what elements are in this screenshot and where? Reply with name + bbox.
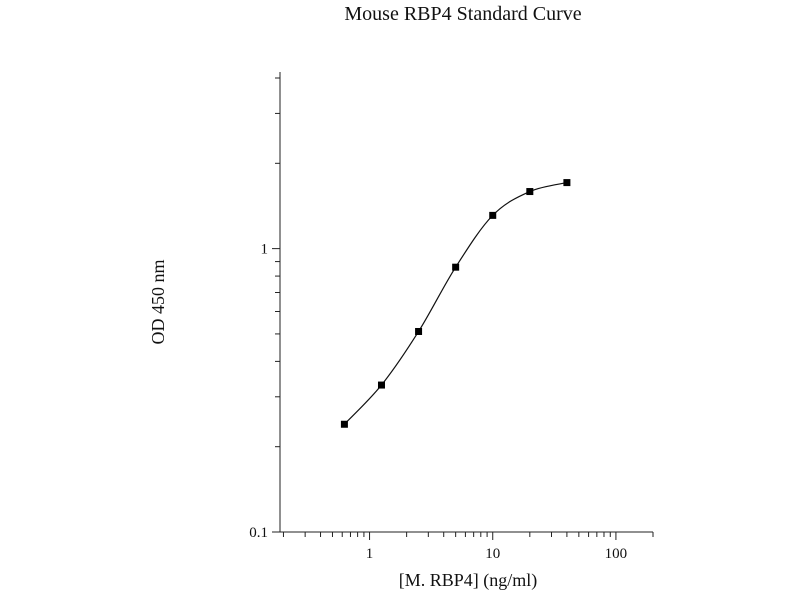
data-point [415, 327, 423, 335]
x-tick-label: 100 [605, 546, 628, 562]
data-points [340, 179, 571, 428]
data-point [340, 420, 348, 428]
chart-title: Mouse RBP4 Standard Curve [344, 3, 581, 25]
x-tick-label: 1 [366, 546, 374, 562]
data-point [563, 179, 571, 187]
data-point [452, 263, 460, 271]
y-tick-label: 0.1 [249, 525, 268, 541]
data-point [377, 381, 385, 389]
x-axis-label: [M. RBP4] (ng/ml) [399, 570, 538, 591]
y-axis-label: OD 450 nm [148, 260, 168, 345]
fit-curve [343, 182, 568, 425]
plot-area: 1 10 100 0.1 1 [249, 72, 654, 562]
axis-ticks [272, 77, 654, 540]
x-tick-label: 10 [485, 546, 500, 562]
tick-labels: 1 10 100 0.1 1 [249, 242, 627, 562]
data-point [526, 188, 534, 196]
data-point [489, 211, 497, 219]
y-tick-label: 1 [261, 242, 269, 258]
